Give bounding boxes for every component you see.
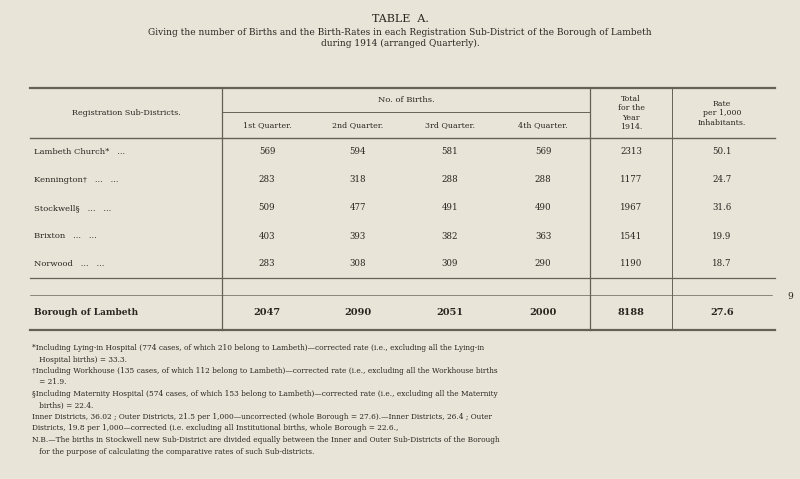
Text: 2047: 2047 <box>254 308 281 317</box>
Text: 283: 283 <box>258 260 275 269</box>
Text: 288: 288 <box>442 175 458 184</box>
Text: 491: 491 <box>442 204 458 213</box>
Text: 2051: 2051 <box>437 308 463 317</box>
Text: 2000: 2000 <box>530 308 557 317</box>
Text: 2313: 2313 <box>620 148 642 157</box>
Text: Norwood   ...   ...: Norwood ... ... <box>34 260 104 268</box>
Text: 318: 318 <box>350 175 366 184</box>
Text: 509: 509 <box>258 204 275 213</box>
Text: 4th Quarter.: 4th Quarter. <box>518 121 568 129</box>
Text: 581: 581 <box>442 148 458 157</box>
Text: Total
for the
Year
1914.: Total for the Year 1914. <box>618 95 645 131</box>
Text: 1967: 1967 <box>620 204 642 213</box>
Text: Districts, 19.8 per 1,000—corrected (i.e. excluding all Institutional births, wh: Districts, 19.8 per 1,000—corrected (i.e… <box>32 424 398 433</box>
Text: for the purpose of calculating the comparative rates of such Sub-districts.: for the purpose of calculating the compa… <box>32 447 314 456</box>
Text: births) = 22.4.: births) = 22.4. <box>32 401 94 410</box>
Text: 594: 594 <box>350 148 366 157</box>
Text: 393: 393 <box>350 231 366 240</box>
Text: Inner Districts, 36.02 ; Outer Districts, 21.5 per 1,000—uncorrected (whole Boro: Inner Districts, 36.02 ; Outer Districts… <box>32 413 492 421</box>
Text: 8188: 8188 <box>618 308 645 317</box>
Text: 309: 309 <box>442 260 458 269</box>
Text: 1st Quarter.: 1st Quarter. <box>242 121 291 129</box>
Text: 290: 290 <box>534 260 551 269</box>
Text: 283: 283 <box>258 175 275 184</box>
Text: 477: 477 <box>350 204 366 213</box>
Text: N.B.—The births in Stockwell new Sub-District are divided equally between the In: N.B.—The births in Stockwell new Sub-Dis… <box>32 436 500 444</box>
Text: §Including Maternity Hospital (574 cases, of which 153 belong to Lambeth)—correc: §Including Maternity Hospital (574 cases… <box>32 390 498 398</box>
Text: No. of Births.: No. of Births. <box>378 96 434 104</box>
Text: 382: 382 <box>442 231 458 240</box>
Text: †Including Workhouse (135 cases, of which 112 belong to Lambeth)—corrected rate : †Including Workhouse (135 cases, of whic… <box>32 367 498 375</box>
Text: 3rd Quarter.: 3rd Quarter. <box>425 121 475 129</box>
Text: 27.6: 27.6 <box>710 308 734 317</box>
Text: Brixton   ...   ...: Brixton ... ... <box>34 232 97 240</box>
Text: 19.9: 19.9 <box>712 231 732 240</box>
Text: 308: 308 <box>350 260 366 269</box>
Text: 363: 363 <box>535 231 551 240</box>
Text: Rate
per 1,000
Inhabitants.: Rate per 1,000 Inhabitants. <box>698 100 746 126</box>
Text: 2090: 2090 <box>344 308 372 317</box>
Text: Kennington†   ...   ...: Kennington† ... ... <box>34 176 118 184</box>
Text: 403: 403 <box>258 231 275 240</box>
Text: Giving the number of Births and the Birth-Rates in each Registration Sub-Distric: Giving the number of Births and the Birt… <box>148 28 652 47</box>
Text: 24.7: 24.7 <box>712 175 732 184</box>
Text: 569: 569 <box>258 148 275 157</box>
Text: 288: 288 <box>534 175 551 184</box>
Text: *Including Lying-in Hospital (774 cases, of which 210 belong to Lambeth)—correct: *Including Lying-in Hospital (774 cases,… <box>32 344 484 352</box>
Text: 1541: 1541 <box>620 231 642 240</box>
Text: 50.1: 50.1 <box>712 148 732 157</box>
Text: TABLE  A.: TABLE A. <box>371 14 429 24</box>
Text: 490: 490 <box>534 204 551 213</box>
Text: Borough of Lambeth: Borough of Lambeth <box>34 308 138 317</box>
Text: 1177: 1177 <box>620 175 642 184</box>
Text: 1190: 1190 <box>620 260 642 269</box>
Text: Stockwell§   ...   ...: Stockwell§ ... ... <box>34 204 111 212</box>
Text: 2nd Quarter.: 2nd Quarter. <box>332 121 384 129</box>
Text: 31.6: 31.6 <box>712 204 732 213</box>
Text: 18.7: 18.7 <box>712 260 732 269</box>
Text: Lambeth Church*   ...: Lambeth Church* ... <box>34 148 125 156</box>
Text: Registration Sub-Districts.: Registration Sub-Districts. <box>72 109 180 117</box>
Text: = 21.9.: = 21.9. <box>32 378 66 387</box>
Text: Hospital births) = 33.3.: Hospital births) = 33.3. <box>32 355 127 364</box>
Text: 569: 569 <box>534 148 551 157</box>
Text: 9: 9 <box>787 292 793 301</box>
